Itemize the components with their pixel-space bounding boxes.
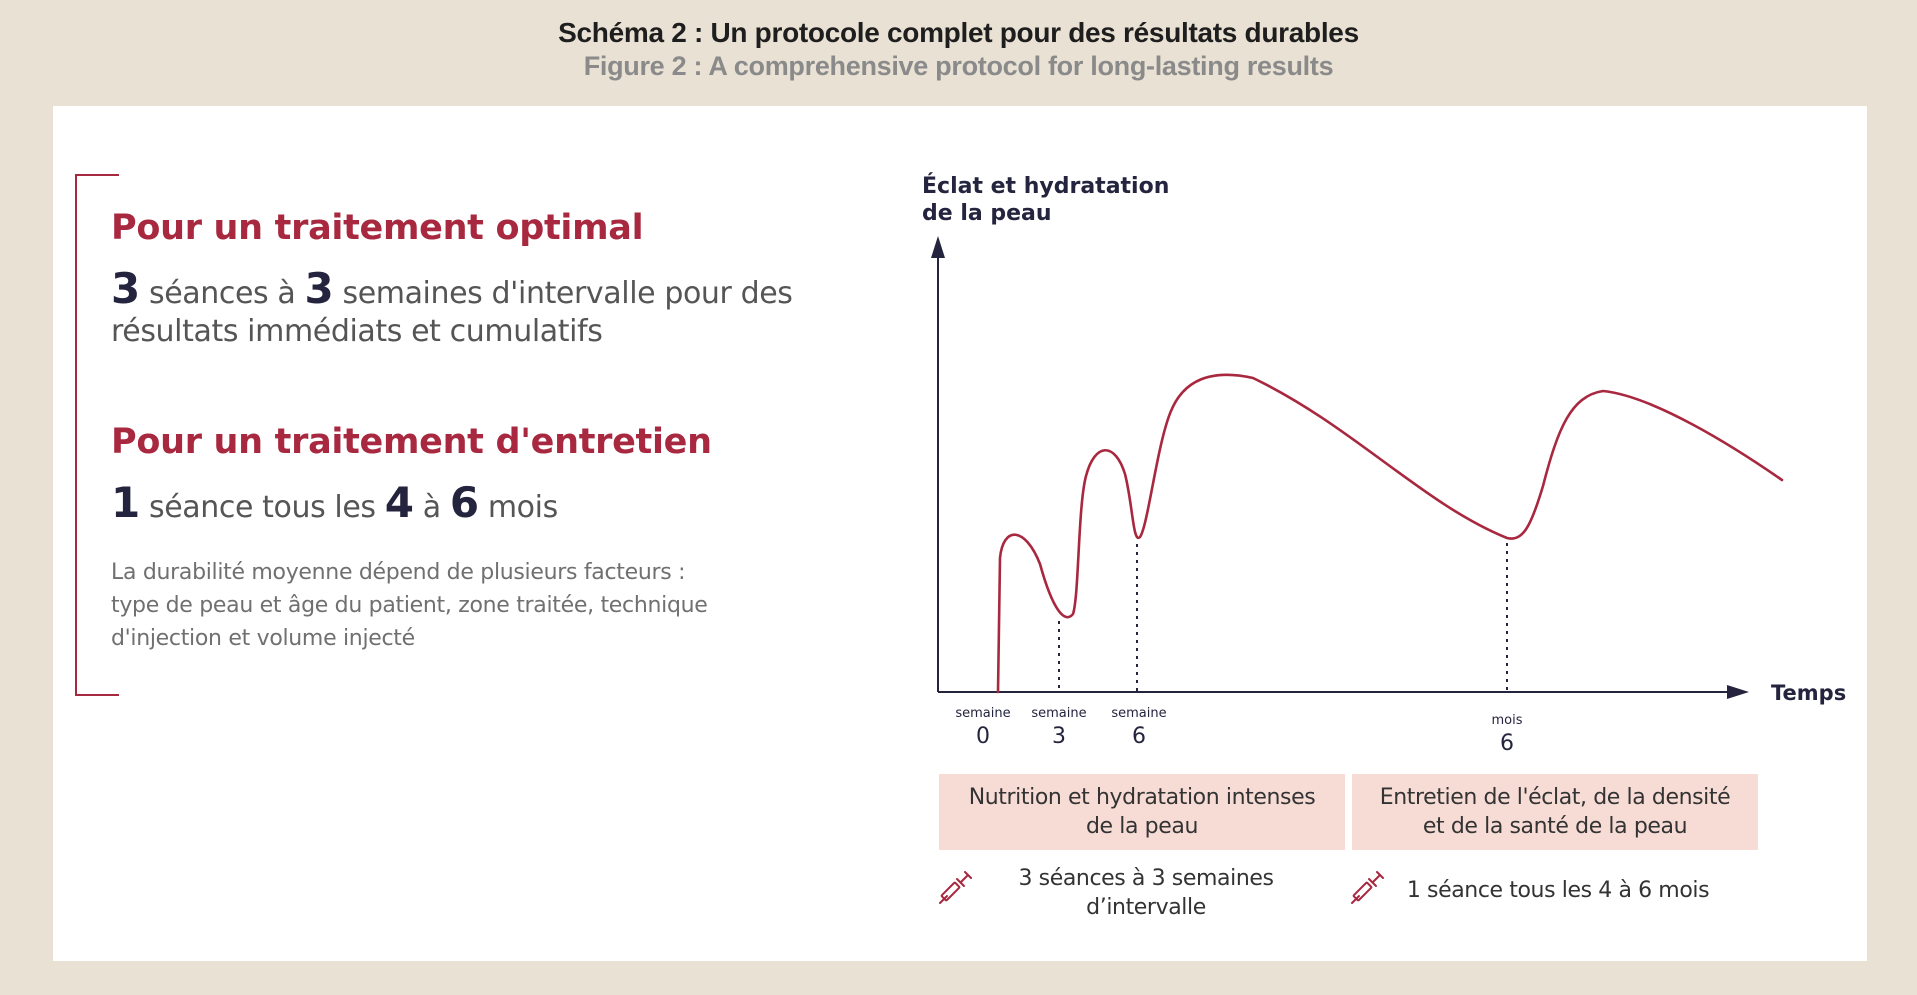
optimal-number-sessions: 3 <box>111 264 140 313</box>
tick-value-week-0: 0 <box>976 724 990 749</box>
maint-number-min: 4 <box>384 478 414 527</box>
maint-number-max: 6 <box>449 478 479 527</box>
maint-text-1: séance tous les <box>139 490 385 525</box>
durability-note: La durabilité moyenne dépend de plusieur… <box>111 556 708 655</box>
note-line-1: La durabilité moyenne dépend de plusieur… <box>111 560 686 585</box>
y-axis-label-1: Éclat et hydratation <box>922 173 1169 199</box>
sessions-intensive-line-2: d’intervalle <box>1086 895 1206 920</box>
sessions-maintenance: 1 séance tous les 4 à 6 mois <box>1406 878 1710 903</box>
phase-maintenance-box: Entretien de l'éclat, de la densité et d… <box>1352 774 1758 850</box>
x-axis-label: Temps <box>1771 681 1846 705</box>
y-axis-label-2: de la peau <box>922 201 1052 226</box>
x-axis-arrow <box>1727 685 1749 699</box>
syringe-icon <box>1351 871 1384 904</box>
syringe-icon <box>939 871 972 904</box>
optimal-number-weeks: 3 <box>304 264 334 313</box>
y-axis-arrow <box>931 236 945 258</box>
maint-text-3: mois <box>478 490 558 525</box>
sessions-intensive-line-1: 3 séances à 3 semaines <box>1018 866 1274 891</box>
optimal-text-2: semaines d'intervalle pour des <box>333 276 793 311</box>
phase-intensive-line-1: Nutrition et hydratation intenses <box>968 785 1316 810</box>
maint-number-sessions: 1 <box>111 478 140 527</box>
maintenance-line: 1 séance tous les 4 à 6 mois <box>111 478 558 527</box>
maint-text-2: à <box>413 490 450 525</box>
optimal-line-1: 3 séances à 3 semaines d'intervalle pour… <box>111 264 793 313</box>
tick-value-month-6: 6 <box>1500 731 1514 756</box>
figure-title-fr: Schéma 2 : Un protocole complet pour des… <box>558 17 1359 48</box>
tick-value-week-6: 6 <box>1132 724 1146 749</box>
tick-unit-week-3: semaine <box>1031 706 1086 721</box>
figure-panel: Pour un traitement optimal 3 séances à 3… <box>53 106 1867 961</box>
phase-maintenance-line-1: Entretien de l'éclat, de la densité <box>1379 785 1731 810</box>
phase-intensive-line-2: de la peau <box>1085 814 1198 839</box>
optimal-heading: Pour un traitement optimal <box>111 208 644 248</box>
tick-unit-week-6: semaine <box>1111 706 1166 721</box>
optimal-line-2: résultats immédiats et cumulatifs <box>111 314 603 349</box>
sessions-intensive: 3 séances à 3 semaines d’intervalle <box>1001 864 1291 922</box>
optimal-text-1: séances à <box>139 276 305 311</box>
tick-value-week-3: 3 <box>1052 724 1066 749</box>
phase-maintenance-line-2: et de la santé de la peau <box>1422 814 1688 839</box>
note-line-2: type de peau et âge du patient, zone tra… <box>111 593 708 618</box>
tick-unit-month-6: mois <box>1491 713 1522 728</box>
efficacy-curve <box>996 373 1784 694</box>
note-line-3: d'injection et volume injecté <box>111 626 415 651</box>
efficacy-chart: Éclat et hydratation de la peau Temps se… <box>922 173 1846 756</box>
bracket-decoration <box>75 174 119 696</box>
phase-intensive-box: Nutrition et hydratation intenses de la … <box>939 774 1345 850</box>
maintenance-heading: Pour un traitement d'entretien <box>111 422 712 462</box>
tick-unit-week-0: semaine <box>955 706 1010 721</box>
figure-header: Schéma 2 : Un protocole complet pour des… <box>0 16 1917 82</box>
figure-title-en: Figure 2 : A comprehensive protocol for … <box>583 51 1334 81</box>
